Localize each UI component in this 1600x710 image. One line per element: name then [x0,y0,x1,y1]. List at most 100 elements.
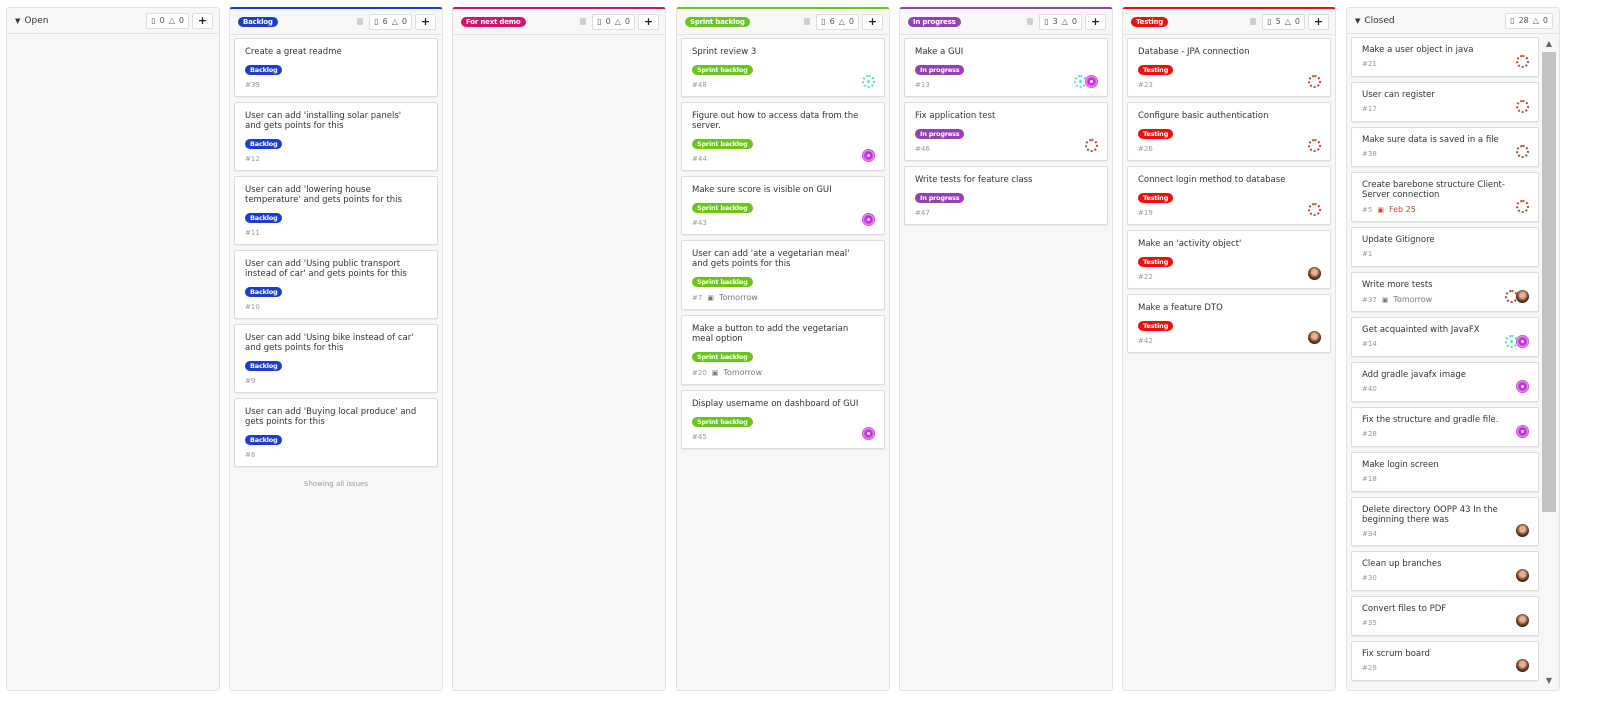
avatar[interactable] [1085,75,1098,88]
issue-card[interactable]: User can add 'Using bike instead of car'… [234,324,438,393]
issue-title[interactable]: User can add 'Buying local produce' and … [245,407,417,427]
avatar[interactable] [1516,55,1529,68]
avatar[interactable] [1516,659,1529,672]
avatar[interactable] [1308,75,1321,88]
issue-title[interactable]: Database - JPA connection [1138,47,1250,57]
add-issue-button[interactable]: + [192,12,213,29]
scroll-up-arrow-icon[interactable]: ▲ [1545,39,1553,48]
issue-title[interactable]: Create a great readme [245,47,342,57]
issue-title[interactable]: Make a GUI [915,47,964,57]
issue-card[interactable]: User can add 'lowering house temperature… [234,176,438,245]
issue-card[interactable]: User can add 'installing solar panels' a… [234,102,438,171]
issue-title[interactable]: Update Gitignore [1362,235,1435,245]
issue-title[interactable]: User can add 'installing solar panels' a… [245,111,402,131]
avatar[interactable] [1516,569,1529,582]
issue-card[interactable]: Make a GUI In progress #13 [904,38,1108,97]
issue-title[interactable]: Make an 'activity object' [1138,239,1242,249]
issue-card[interactable]: Database - JPA connection Testing #23 [1127,38,1331,97]
delete-list-icon[interactable] [580,18,587,25]
issue-title[interactable]: Make a button to add the vegetarian meal… [692,324,849,344]
issue-title[interactable]: User can add 'Using bike instead of car'… [245,333,414,353]
avatar[interactable] [1516,524,1529,537]
delete-list-icon[interactable] [1250,18,1257,25]
issue-card[interactable]: Create barebone structure Client-Server … [1351,172,1539,222]
avatar[interactable] [1516,290,1529,303]
issue-card[interactable]: Fix application test In progress #46 [904,102,1108,161]
issue-title[interactable]: Get acquainted with JavaFX [1362,325,1480,335]
issue-card[interactable]: Make a feature DTO Testing #42 [1127,294,1331,353]
issue-card[interactable]: Fix the structure and gradle file. #28 [1351,407,1539,447]
issue-title[interactable]: Create barebone structure Client-Server … [1362,180,1505,200]
avatar[interactable] [862,213,875,226]
issue-title[interactable]: Fix the structure and gradle file. [1362,415,1499,425]
issue-card[interactable]: Make a user object in java #21 [1351,37,1539,77]
issue-title[interactable]: User can add 'ate a vegetarian meal' and… [692,249,850,269]
issue-title[interactable]: Make sure data is saved in a file [1362,135,1499,145]
issue-title[interactable]: Make a feature DTO [1138,303,1223,313]
issue-title[interactable]: Fix scrum board [1362,649,1430,659]
avatar[interactable] [1516,380,1529,393]
delete-list-icon[interactable] [357,18,364,25]
issue-card[interactable]: Make a button to add the vegetarian meal… [681,315,885,385]
collapse-caret-icon[interactable]: ▼ [1355,16,1361,25]
issue-title[interactable]: Make sure score is visible on GUI [692,185,832,195]
issue-card[interactable]: Figure out how to access data from the s… [681,102,885,171]
issue-title[interactable]: Connect login method to database [1138,175,1286,185]
delete-list-icon[interactable] [1027,18,1034,25]
issue-card[interactable]: Fix scrum board #29 [1351,641,1539,681]
issue-title[interactable]: Figure out how to access data from the s… [692,111,859,131]
scrollbar[interactable]: ▲ ▼ [1542,38,1556,687]
collapse-caret-icon[interactable]: ▼ [15,16,21,25]
issue-card[interactable]: User can add 'ate a vegetarian meal' and… [681,240,885,310]
scroll-down-arrow-icon[interactable]: ▼ [1545,676,1553,685]
issue-title[interactable]: Delete directory OOPP 43 In the beginnin… [1362,505,1498,525]
issue-title[interactable]: Add gradle javafx image [1362,370,1466,380]
issue-card[interactable]: Make an 'activity object' Testing #22 [1127,230,1331,289]
issue-title[interactable]: Make login screen [1362,460,1439,470]
issue-card[interactable]: Clean up branches #30 [1351,551,1539,591]
issue-title[interactable]: Convert files to PDF [1362,604,1447,614]
issue-card[interactable]: Write more tests #37 ▣ Tomorrow [1351,272,1539,312]
issue-card[interactable]: Connect login method to database Testing #… [1127,166,1331,225]
issue-card[interactable]: Convert files to PDF #35 [1351,596,1539,636]
avatar[interactable] [1308,331,1321,344]
avatar[interactable] [1516,200,1529,213]
issue-card[interactable]: Configure basic authentication Testing #26 [1127,102,1331,161]
avatar[interactable] [1516,614,1529,627]
issue-title[interactable]: Write tests for feature class [915,175,1033,185]
issue-card[interactable]: Add gradle javafx image #40 [1351,362,1539,402]
avatar[interactable] [1308,139,1321,152]
issue-card[interactable]: Update Gitignore #1 [1351,227,1539,267]
avatar[interactable] [1516,425,1529,438]
issue-card[interactable]: Create a great readme Backlog #39 [234,38,438,97]
add-issue-button[interactable]: + [638,13,659,30]
scrollbar-thumb[interactable] [1542,52,1556,512]
avatar[interactable] [1516,100,1529,113]
issue-title[interactable]: User can add 'lowering house temperature… [245,185,402,205]
issue-title[interactable]: Clean up branches [1362,559,1442,569]
issue-card[interactable]: Make login screen #18 [1351,452,1539,492]
add-issue-button[interactable]: + [862,13,883,30]
avatar[interactable] [862,149,875,162]
issue-card[interactable]: Display username on dashboard of GUI Spri… [681,390,885,449]
issue-title[interactable]: Sprint review 3 [692,47,757,57]
issue-card[interactable]: Delete directory OOPP 43 In the beginnin… [1351,497,1539,546]
issue-title[interactable]: User can register [1362,90,1435,100]
issue-title[interactable]: Display username on dashboard of GUI [692,399,859,409]
issue-card[interactable]: Make sure score is visible on GUI Sprint … [681,176,885,235]
avatar[interactable] [862,75,875,88]
issue-title[interactable]: Write more tests [1362,280,1433,290]
issue-card[interactable]: Get acquainted with JavaFX #14 [1351,317,1539,357]
issue-title[interactable]: Configure basic authentication [1138,111,1269,121]
issue-title[interactable]: Fix application test [915,111,996,121]
delete-list-icon[interactable] [804,18,811,25]
avatar[interactable] [1516,335,1529,348]
issue-card[interactable]: User can add 'Buying local produce' and … [234,398,438,467]
issue-card[interactable]: Make sure data is saved in a file #38 [1351,127,1539,167]
avatar[interactable] [1308,267,1321,280]
add-issue-button[interactable]: + [1085,13,1106,30]
issue-card[interactable]: Write tests for feature class In progress… [904,166,1108,225]
add-issue-button[interactable]: + [1308,13,1329,30]
issue-title[interactable]: Make a user object in java [1362,45,1474,55]
avatar[interactable] [1516,145,1529,158]
